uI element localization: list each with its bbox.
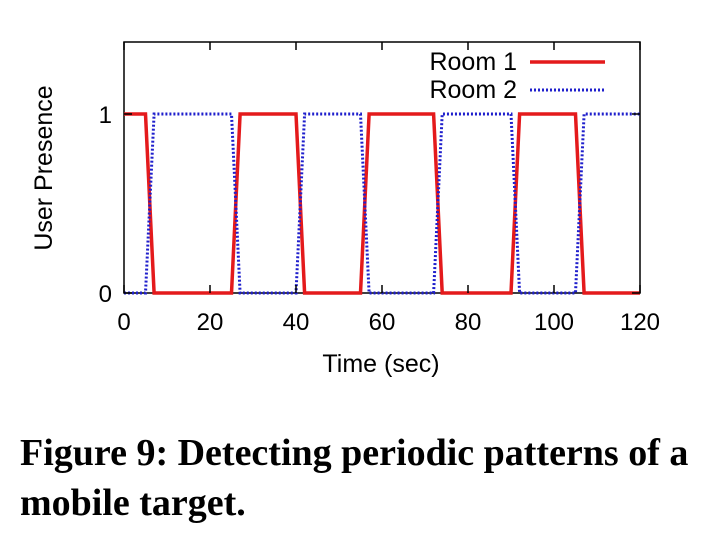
x-tick-label: 80	[455, 309, 482, 336]
legend-label-2: Room 2	[429, 76, 517, 104]
series-layer	[124, 112, 640, 295]
x-tick-label: 60	[369, 309, 396, 336]
series-line-2	[124, 112, 640, 295]
x-axis-label: Time (sec)	[322, 350, 439, 378]
figure-caption: Figure 9: Detecting periodic patterns of…	[20, 432, 689, 524]
x-tick-label: 0	[117, 309, 130, 336]
x-tick-label: 100	[534, 309, 574, 336]
y-tick-label: 0	[99, 281, 112, 308]
plot-frame	[123, 41, 641, 294]
series-line-1	[124, 112, 640, 295]
x-tick-label: 20	[197, 309, 224, 336]
legend-label-1: Room 1	[429, 48, 517, 76]
y-axis-label: User Presence	[30, 85, 58, 250]
plot-border	[123, 41, 641, 294]
y-tick-label: 1	[99, 102, 112, 129]
x-tick-label: 40	[283, 309, 310, 336]
ticks-layer: 0 20 40 60 80 100 120 0 1	[99, 42, 660, 336]
x-tick-label: 120	[620, 309, 660, 336]
